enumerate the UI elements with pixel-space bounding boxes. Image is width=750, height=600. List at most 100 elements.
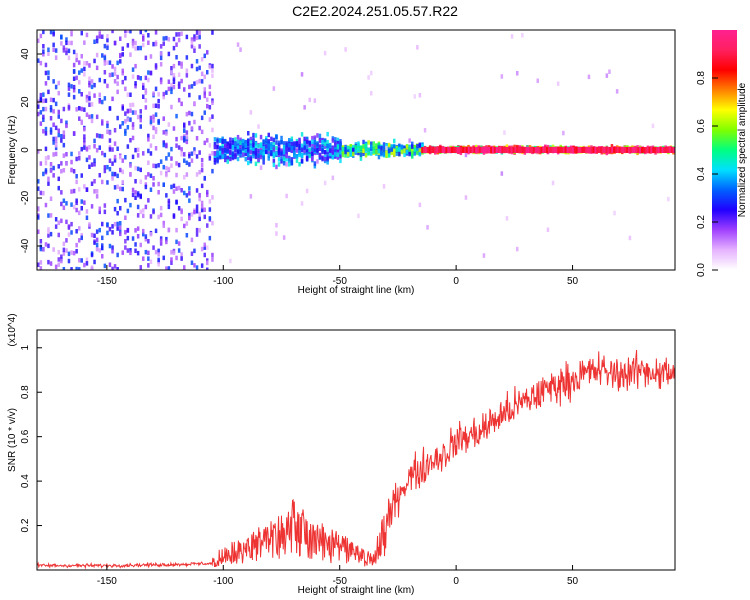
- spectrogram-cell: [113, 206, 117, 212]
- figure-title: C2E2.2024.251.05.57.R22: [292, 3, 458, 19]
- spectrogram-cell: [270, 141, 273, 147]
- spectrogram-cell: [129, 172, 132, 177]
- spectrogram-cell: [170, 66, 173, 71]
- spectrogram-cell: [80, 235, 83, 241]
- spectrogram-cell: [249, 143, 253, 148]
- spectrogram-cell: [80, 258, 83, 263]
- spectrogram-cell: [357, 147, 360, 153]
- spectrogram-cell: [193, 34, 196, 39]
- spectrogram-cell: [249, 159, 253, 164]
- spectrogram-cell: [321, 140, 324, 145]
- spectrogram-cell: [236, 149, 240, 154]
- spectrogram-cell: [473, 147, 476, 153]
- spectrogram-cell: [605, 73, 609, 78]
- spectrogram-cell: [349, 150, 352, 156]
- spectrogram-cell: [336, 137, 340, 143]
- spectrogram-cell: [667, 147, 670, 153]
- spectrogram-cell: [198, 125, 201, 131]
- spectrogram-cell: [200, 79, 204, 84]
- spectrogram-cell: [272, 137, 276, 143]
- spectrogram-cell: [499, 147, 502, 153]
- spectrogram-cell: [403, 148, 406, 154]
- spectrogram-cell: [471, 147, 474, 153]
- spectrogram-cell: [193, 37, 196, 42]
- spectrogram-cell: [47, 89, 50, 95]
- spectrogram-cell: [60, 201, 63, 207]
- spectrogram-cell: [72, 94, 76, 100]
- spectrogram-cell: [198, 30, 201, 36]
- spectrogram-cell: [57, 80, 60, 86]
- spectrogram-cell: [139, 76, 142, 81]
- spectrogram-cell: [90, 84, 94, 90]
- spectrogram-cell: [349, 147, 352, 152]
- spectrogram-cell: [218, 146, 222, 151]
- spectrogram-cell: [508, 147, 511, 153]
- spectrogram-cell: [111, 72, 114, 77]
- spectrogram-cell: [631, 147, 634, 153]
- spectrogram-cell: [501, 147, 504, 153]
- spectrogram-cell: [149, 119, 153, 125]
- spectrogram-cell: [311, 141, 314, 147]
- spectrogram-cell: [613, 210, 616, 216]
- spectrogram-cell: [47, 176, 50, 182]
- spectrogram-cell: [39, 33, 43, 39]
- spectrogram-cell: [403, 145, 406, 150]
- spectrogram-cell: [180, 31, 183, 36]
- spectrogram-cell: [42, 52, 45, 57]
- spectrogram-cell: [37, 179, 40, 184]
- colorbar-label: Normalized spectral amplitude: [737, 82, 748, 217]
- spectrogram-cell: [111, 249, 114, 254]
- spectrogram-cell: [124, 75, 127, 81]
- spectrogram-cell: [95, 35, 99, 40]
- spectrogram-cell: [70, 31, 73, 37]
- spectrogram-cell: [49, 168, 53, 173]
- spectrogram-cell: [78, 156, 81, 161]
- y-tick-label: 0.4: [20, 474, 31, 488]
- spectrogram-cell: [144, 184, 148, 190]
- spectrogram-cell: [60, 169, 63, 174]
- spectrogram-cell: [121, 186, 124, 192]
- spectrogram-cell: [147, 70, 150, 75]
- spectrogram-cell: [311, 151, 314, 156]
- spectrogram-cell: [134, 228, 137, 233]
- spectrogram-cell: [119, 124, 122, 129]
- spectrogram-cell: [553, 147, 556, 153]
- x-tick-label: 50: [567, 576, 579, 587]
- spectrogram-cell: [121, 169, 124, 175]
- spectrogram-cell: [175, 199, 178, 205]
- spectrogram-cell: [285, 145, 288, 151]
- spectrogram-cell: [70, 151, 73, 157]
- spectrogram-cell: [80, 54, 83, 59]
- spectrogram-cell: [60, 35, 63, 40]
- spectrogram-cell: [603, 147, 606, 153]
- spectrogram-cell: [83, 262, 86, 268]
- spectrogram-cell: [49, 261, 53, 266]
- spectrogram-cell: [380, 150, 383, 156]
- spectrogram-cell: [206, 267, 209, 270]
- spectrogram-cell: [75, 179, 78, 185]
- y-tick-label: 0.6: [20, 429, 31, 443]
- spectrogram-cell: [44, 202, 48, 208]
- spectrogram-cell: [236, 42, 240, 47]
- spectrogram-cell: [280, 140, 283, 145]
- spectrogram-cell: [57, 185, 60, 191]
- spectrogram-cell: [512, 147, 515, 153]
- spectrogram-cell: [185, 73, 189, 78]
- spectrogram-cell: [198, 211, 201, 217]
- spectrogram-cell: [622, 147, 625, 153]
- spectrogram-cell: [185, 55, 189, 60]
- spectrogram-cell: [188, 186, 191, 191]
- spectrogram-cell: [231, 154, 235, 160]
- spectrogram-cell: [236, 156, 240, 162]
- spectrogram-cell: [80, 106, 83, 112]
- spectrogram-cell: [452, 147, 456, 153]
- spectrogram-cell: [152, 114, 155, 119]
- spectrogram-cell: [124, 33, 127, 38]
- spectrogram-cell: [167, 198, 171, 204]
- spectrogram-cell: [62, 45, 66, 50]
- spectrogram-cell: [172, 45, 176, 51]
- spectrogram-cell: [200, 57, 204, 62]
- spectrogram-cell: [165, 156, 168, 161]
- spectrogram-cell: [408, 148, 411, 153]
- spectrogram-cell: [116, 146, 119, 151]
